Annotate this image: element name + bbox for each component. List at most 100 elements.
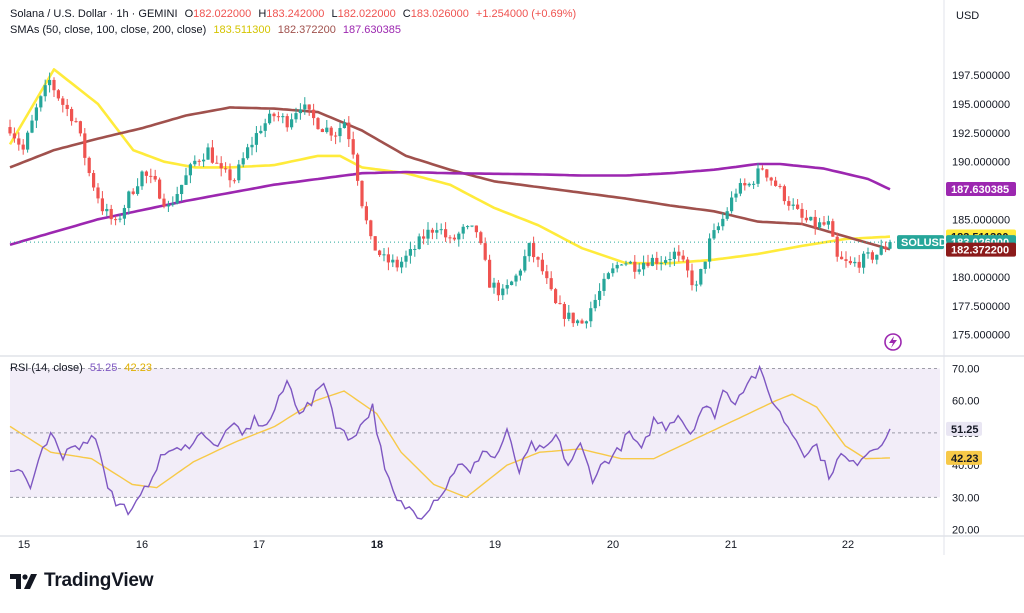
candle-body bbox=[492, 282, 496, 288]
candle-body bbox=[290, 119, 294, 128]
candle bbox=[39, 95, 43, 112]
candle-body bbox=[320, 129, 324, 133]
candle bbox=[197, 159, 201, 166]
candle bbox=[866, 247, 870, 259]
candle-body bbox=[518, 270, 522, 276]
candle bbox=[290, 113, 294, 130]
candle-body bbox=[532, 243, 536, 258]
ohlc-low: L182.022000 bbox=[331, 8, 396, 20]
candle bbox=[17, 132, 21, 151]
candle bbox=[347, 116, 351, 148]
candle bbox=[52, 77, 56, 97]
candle-body bbox=[105, 208, 109, 212]
candle bbox=[589, 301, 593, 328]
candle-body bbox=[677, 251, 681, 256]
sma-legend: SMAs (50, close, 100, close, 200, close)… bbox=[10, 24, 405, 36]
candle bbox=[681, 250, 685, 262]
currency-label[interactable]: USD bbox=[956, 10, 980, 22]
candle-body bbox=[725, 211, 729, 219]
candle bbox=[756, 163, 760, 187]
candle bbox=[760, 165, 764, 171]
candle-body bbox=[356, 154, 360, 181]
candle bbox=[61, 96, 65, 113]
candle-body bbox=[193, 160, 197, 165]
candle bbox=[8, 119, 12, 136]
brand-name: TradingView bbox=[44, 570, 154, 591]
candle bbox=[536, 256, 540, 268]
candle bbox=[549, 271, 553, 291]
candle-body bbox=[241, 158, 245, 165]
candle-body bbox=[158, 179, 162, 199]
ohlc-open: O182.022000 bbox=[184, 8, 252, 20]
candle bbox=[584, 320, 588, 329]
candle-body bbox=[87, 157, 91, 174]
candle bbox=[448, 235, 452, 244]
candle-body bbox=[514, 275, 518, 282]
candle bbox=[457, 231, 461, 247]
candle bbox=[488, 254, 492, 288]
candle-body bbox=[342, 122, 346, 129]
candle-body bbox=[611, 268, 615, 274]
candle-body bbox=[545, 271, 549, 279]
candle-body bbox=[778, 185, 782, 187]
rsi-value: 51.25 bbox=[89, 362, 118, 374]
candle bbox=[655, 251, 659, 270]
candle-body bbox=[166, 204, 170, 207]
candle bbox=[338, 122, 342, 143]
candle bbox=[523, 249, 527, 273]
candle-body bbox=[334, 135, 338, 137]
candle-body bbox=[690, 270, 694, 286]
candle bbox=[743, 178, 747, 191]
candle-body bbox=[708, 238, 712, 262]
candle bbox=[470, 225, 474, 228]
candle-body bbox=[457, 233, 461, 240]
candle bbox=[171, 196, 175, 207]
candle bbox=[699, 268, 703, 287]
candle-body bbox=[540, 259, 544, 272]
rsi-value-text: 42.23 bbox=[951, 453, 979, 465]
candle-body bbox=[232, 180, 236, 182]
candle-body bbox=[184, 175, 188, 185]
candle bbox=[567, 304, 571, 322]
candle-body bbox=[369, 220, 373, 237]
candle bbox=[884, 241, 888, 253]
candle bbox=[281, 113, 285, 124]
candle bbox=[303, 97, 307, 115]
candle-body bbox=[448, 237, 452, 239]
candle-body bbox=[615, 264, 619, 269]
candle-body bbox=[835, 236, 839, 257]
rsi-legend-label: RSI (14, close) bbox=[10, 362, 83, 374]
candle-body bbox=[329, 127, 333, 136]
time-tick-label: 17 bbox=[253, 539, 265, 551]
candle bbox=[826, 215, 830, 230]
candle-body bbox=[360, 180, 364, 207]
candle bbox=[875, 254, 879, 265]
candle-body bbox=[642, 262, 646, 270]
candle bbox=[602, 273, 606, 296]
price-label: 187.630385 bbox=[946, 181, 1016, 196]
rsi-value-bg bbox=[946, 421, 982, 436]
candle-body bbox=[61, 98, 65, 105]
candle bbox=[320, 128, 324, 133]
candle-body bbox=[298, 109, 302, 114]
candle bbox=[162, 193, 166, 209]
candle-body bbox=[787, 201, 791, 206]
candle-body bbox=[136, 186, 140, 194]
candle bbox=[158, 177, 162, 200]
candle-body bbox=[862, 253, 866, 268]
alert-icon[interactable] bbox=[884, 333, 902, 351]
candle-body bbox=[307, 104, 311, 110]
candle bbox=[496, 279, 500, 301]
candle bbox=[545, 264, 549, 285]
candle-body bbox=[804, 217, 808, 221]
candle bbox=[527, 242, 531, 262]
candle bbox=[43, 79, 47, 102]
tradingview-logo[interactable]: TradingView bbox=[10, 570, 154, 592]
candle bbox=[514, 273, 518, 287]
candle-body bbox=[303, 104, 307, 110]
candle-body bbox=[562, 304, 566, 319]
candle-body bbox=[567, 312, 571, 319]
candle-body bbox=[74, 121, 78, 123]
